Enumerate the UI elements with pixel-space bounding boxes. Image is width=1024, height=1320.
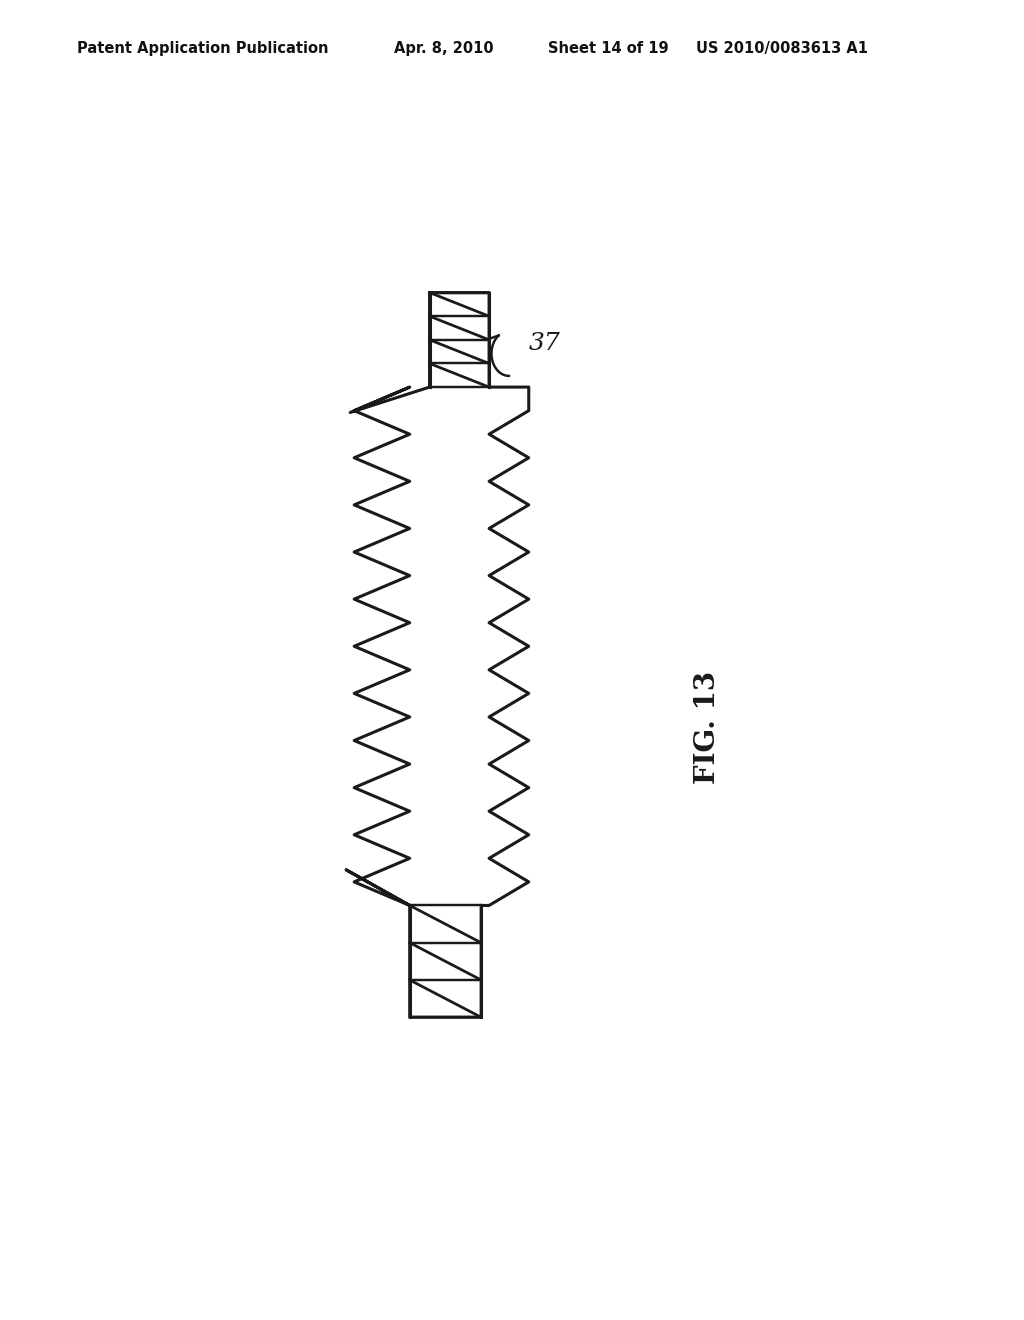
Text: Sheet 14 of 19: Sheet 14 of 19	[548, 41, 669, 55]
Text: Patent Application Publication: Patent Application Publication	[77, 41, 329, 55]
Text: FIG. 13: FIG. 13	[694, 671, 721, 784]
Text: 37: 37	[528, 331, 560, 355]
Text: Apr. 8, 2010: Apr. 8, 2010	[394, 41, 494, 55]
Text: US 2010/0083613 A1: US 2010/0083613 A1	[696, 41, 868, 55]
